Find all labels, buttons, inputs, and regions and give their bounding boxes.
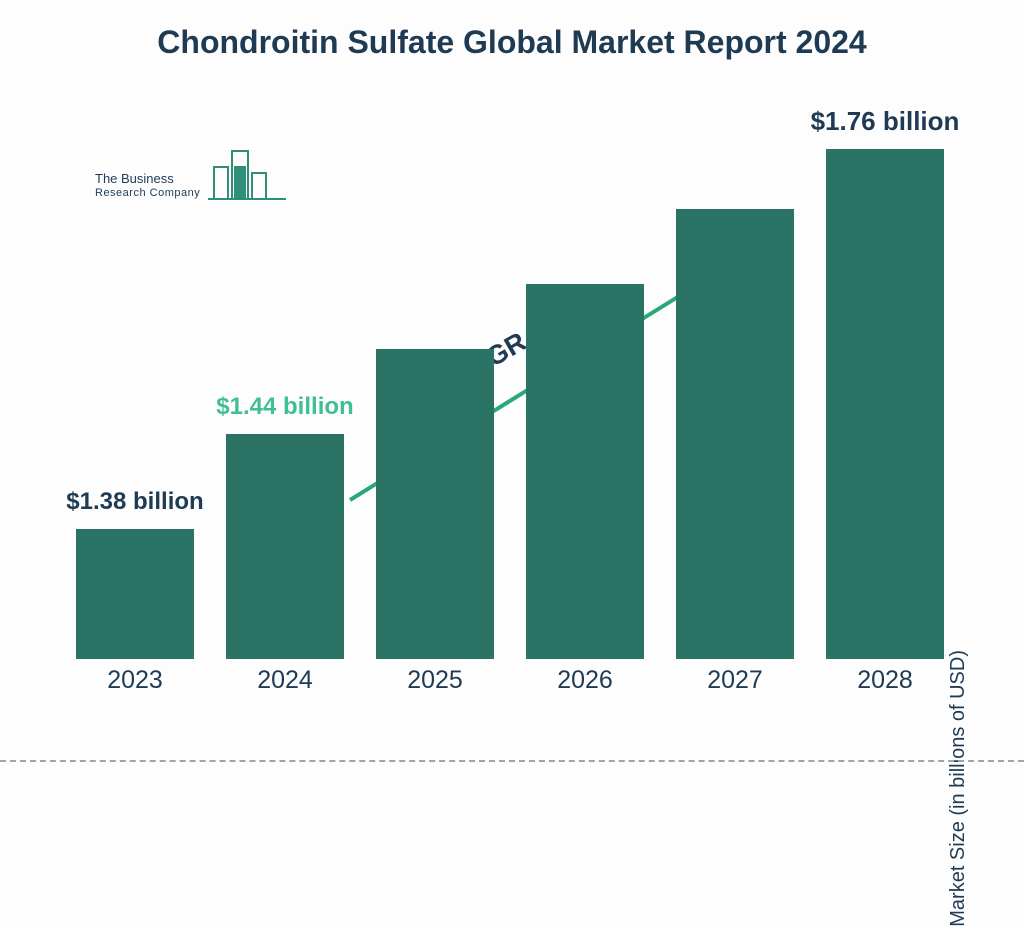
bar (676, 209, 794, 659)
bar-value-label: $1.44 billion (210, 393, 360, 422)
bar (226, 434, 344, 659)
bar-value-label: $1.38 billion (60, 488, 210, 517)
x-axis-tick-label: 2024 (210, 666, 360, 695)
bar-slot (660, 209, 810, 659)
bar-slot: $1.38 billion (60, 529, 210, 659)
bar-slot: $1.76 billion (810, 149, 960, 659)
bar (526, 284, 644, 659)
bar (76, 529, 194, 659)
bars-container: $1.38 billion$1.44 billion$1.76 billion (60, 140, 960, 660)
x-axis-tick-label: 2028 (810, 666, 960, 695)
bar-slot: $1.44 billion (210, 434, 360, 659)
x-axis-labels: 202320242025202620272028 (60, 660, 960, 700)
bar-slot (510, 284, 660, 659)
bar-value-label: $1.76 billion (810, 106, 960, 137)
y-axis-label: Market Size (in billions of USD) (947, 650, 970, 927)
x-axis-tick-label: 2023 (60, 666, 210, 695)
x-axis-tick-label: 2026 (510, 666, 660, 695)
bar-chart: CAGR 5.1% $1.38 billion$1.44 billion$1.7… (60, 140, 960, 700)
x-axis-tick-label: 2027 (660, 666, 810, 695)
footer-divider (0, 760, 1024, 762)
chart-title: Chondroitin Sulfate Global Market Report… (0, 0, 1024, 62)
bar (376, 349, 494, 659)
bar (826, 149, 944, 659)
x-axis-tick-label: 2025 (360, 666, 510, 695)
bar-slot (360, 349, 510, 659)
